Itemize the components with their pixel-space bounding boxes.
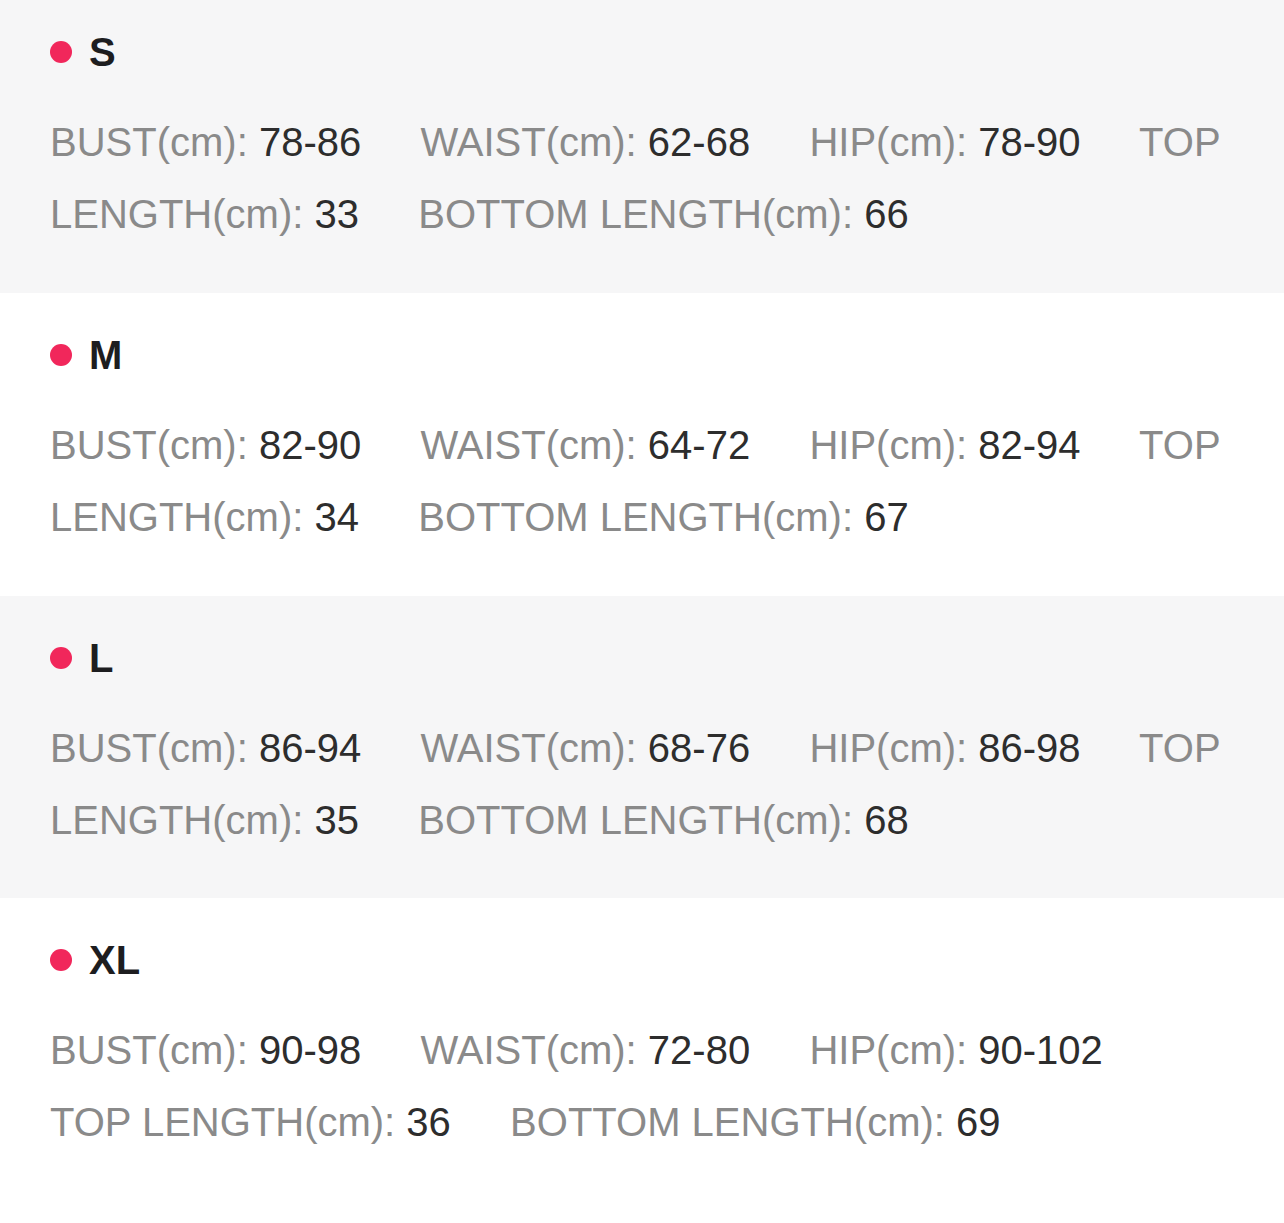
size-bullet-icon	[50, 647, 72, 669]
measurement-value: 86-94	[259, 726, 361, 770]
size-label: M	[89, 333, 122, 378]
measurement-value: 86-98	[978, 726, 1080, 770]
size-header: L	[50, 636, 1234, 680]
measurement-value: 34	[314, 495, 359, 539]
size-measurements: BUST(cm): 86-94 WAIST(cm): 68-76 HIP(cm)…	[50, 712, 1234, 856]
measurement-value: 78-90	[978, 120, 1080, 164]
measurement-label: HIP(cm):	[809, 423, 967, 467]
size-label: L	[89, 636, 113, 681]
size-bullet-icon	[50, 41, 72, 63]
measurement-label: WAIST(cm):	[420, 726, 636, 770]
measurement-value: 33	[314, 192, 359, 236]
measurement-value: 36	[406, 1100, 451, 1144]
measurement-value: 82-90	[259, 423, 361, 467]
size-section: XL BUST(cm): 90-98 WAIST(cm): 72-80 HIP(…	[0, 898, 1284, 1223]
measurement-label: TOP LENGTH(cm):	[50, 1100, 395, 1144]
size-header: XL	[50, 938, 1234, 982]
measurement-value: 90-102	[978, 1028, 1103, 1072]
measurement-value: 35	[314, 798, 359, 842]
measurement-label: WAIST(cm):	[420, 1028, 636, 1072]
measurement-label: WAIST(cm):	[420, 423, 636, 467]
measurement-label: BOTTOM LENGTH(cm):	[418, 495, 853, 539]
size-measurements: BUST(cm): 90-98 WAIST(cm): 72-80 HIP(cm)…	[50, 1014, 1234, 1158]
size-section: S BUST(cm): 78-86 WAIST(cm): 62-68 HIP(c…	[0, 0, 1284, 293]
measurement-value: 90-98	[259, 1028, 361, 1072]
size-header: S	[50, 30, 1234, 74]
measurement-label: BUST(cm):	[50, 1028, 248, 1072]
measurement-value: 82-94	[978, 423, 1080, 467]
size-bullet-icon	[50, 949, 72, 971]
measurement-label: BOTTOM LENGTH(cm):	[418, 192, 853, 236]
measurement-label: BUST(cm):	[50, 726, 248, 770]
size-section: L BUST(cm): 86-94 WAIST(cm): 68-76 HIP(c…	[0, 596, 1284, 898]
measurement-value: 64-72	[648, 423, 750, 467]
measurement-value: 67	[864, 495, 909, 539]
measurement-value: 68	[864, 798, 909, 842]
measurement-value: 66	[864, 192, 909, 236]
size-section: M BUST(cm): 82-90 WAIST(cm): 64-72 HIP(c…	[0, 293, 1284, 596]
measurement-value: 69	[956, 1100, 1001, 1144]
measurement-label: BUST(cm):	[50, 423, 248, 467]
measurement-value: 68-76	[648, 726, 750, 770]
measurement-label: HIP(cm):	[809, 726, 967, 770]
size-header: M	[50, 333, 1234, 377]
size-measurements: BUST(cm): 82-90 WAIST(cm): 64-72 HIP(cm)…	[50, 409, 1234, 553]
measurement-label: HIP(cm):	[809, 120, 967, 164]
measurement-label: BOTTOM LENGTH(cm):	[418, 798, 853, 842]
size-label: S	[89, 30, 116, 75]
size-chart: S BUST(cm): 78-86 WAIST(cm): 62-68 HIP(c…	[0, 0, 1284, 1223]
measurement-value: 78-86	[259, 120, 361, 164]
measurement-label: BOTTOM LENGTH(cm):	[510, 1100, 945, 1144]
size-label: XL	[89, 938, 140, 983]
measurement-value: 62-68	[648, 120, 750, 164]
measurement-label: BUST(cm):	[50, 120, 248, 164]
size-bullet-icon	[50, 344, 72, 366]
size-measurements: BUST(cm): 78-86 WAIST(cm): 62-68 HIP(cm)…	[50, 106, 1234, 250]
measurement-label: HIP(cm):	[809, 1028, 967, 1072]
measurement-value: 72-80	[648, 1028, 750, 1072]
measurement-label: WAIST(cm):	[420, 120, 636, 164]
